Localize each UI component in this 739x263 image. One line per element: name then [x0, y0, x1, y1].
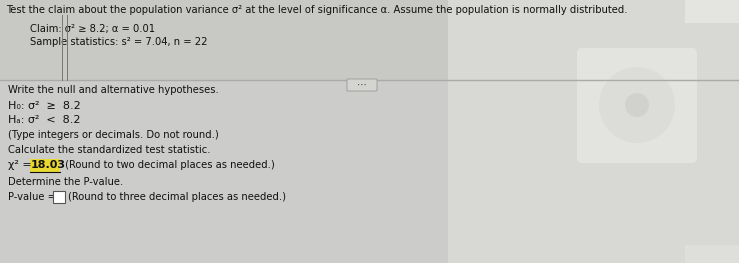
Text: P-value =: P-value = [8, 192, 59, 202]
Circle shape [625, 93, 649, 117]
Text: χ² =: χ² = [8, 160, 35, 170]
FancyBboxPatch shape [53, 191, 65, 203]
Text: (Round to three decimal places as needed.): (Round to three decimal places as needed… [68, 192, 286, 202]
Text: (Type integers or decimals. Do not round.): (Type integers or decimals. Do not round… [8, 130, 219, 140]
Text: Hₐ: σ²  <  8.2: Hₐ: σ² < 8.2 [8, 115, 81, 125]
FancyBboxPatch shape [30, 159, 60, 172]
Text: (Round to two decimal places as needed.): (Round to two decimal places as needed.) [62, 160, 275, 170]
Text: Determine the P-value.: Determine the P-value. [8, 177, 123, 187]
Text: Sample statistics: s² = 7.04, n = 22: Sample statistics: s² = 7.04, n = 22 [30, 37, 208, 47]
Text: Claim: σ² ≥ 8.2; α = 0.01: Claim: σ² ≥ 8.2; α = 0.01 [30, 24, 155, 34]
Text: 18.03: 18.03 [31, 160, 66, 170]
Text: Calculate the standardized test statistic.: Calculate the standardized test statisti… [8, 145, 211, 155]
Text: Write the null and alternative hypotheses.: Write the null and alternative hypothese… [8, 85, 219, 95]
Text: H₀: σ²  ≥  8.2: H₀: σ² ≥ 8.2 [8, 101, 81, 111]
FancyBboxPatch shape [0, 80, 448, 263]
Circle shape [599, 67, 675, 143]
FancyBboxPatch shape [347, 79, 377, 91]
FancyBboxPatch shape [448, 0, 739, 263]
FancyBboxPatch shape [685, 245, 739, 263]
FancyBboxPatch shape [685, 0, 739, 23]
Text: ⋯: ⋯ [357, 80, 367, 90]
FancyBboxPatch shape [577, 48, 697, 163]
Text: Test the claim about the population variance σ² at the level of significance α. : Test the claim about the population vari… [6, 5, 627, 15]
